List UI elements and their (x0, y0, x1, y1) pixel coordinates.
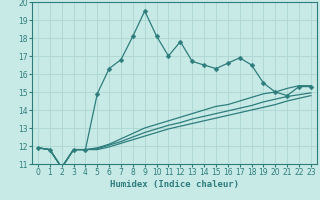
X-axis label: Humidex (Indice chaleur): Humidex (Indice chaleur) (110, 180, 239, 189)
